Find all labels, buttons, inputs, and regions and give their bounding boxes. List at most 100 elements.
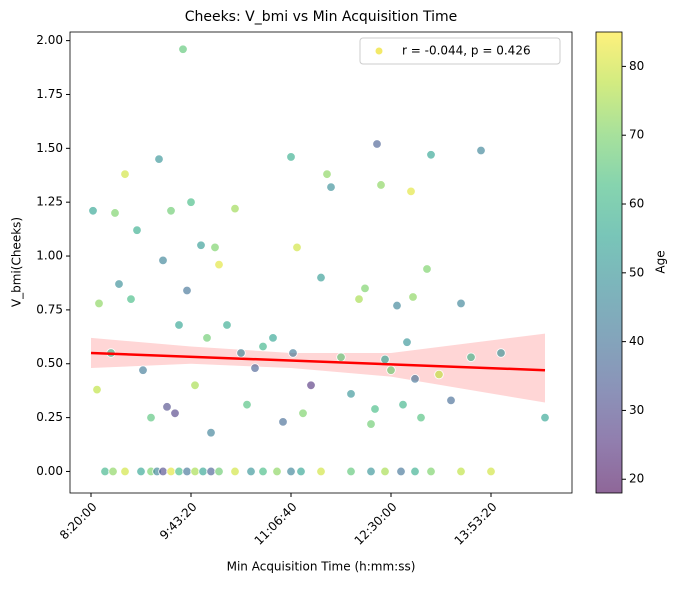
point bbox=[190, 380, 200, 390]
point bbox=[206, 466, 216, 477]
point bbox=[108, 466, 118, 477]
y-tick-label: 1.50 bbox=[36, 141, 63, 155]
colorbar-tick-label: 30 bbox=[629, 403, 644, 417]
y-tick-label: 0.75 bbox=[36, 302, 63, 316]
point bbox=[214, 466, 224, 477]
point bbox=[306, 380, 316, 390]
point bbox=[94, 298, 104, 309]
point bbox=[92, 384, 102, 395]
point bbox=[402, 337, 412, 347]
point bbox=[360, 283, 370, 294]
point bbox=[398, 399, 408, 410]
legend: r = -0.044, p = 0.426 bbox=[359, 37, 561, 65]
point bbox=[386, 365, 396, 375]
plot-frame bbox=[69, 31, 573, 494]
point bbox=[376, 180, 386, 190]
point bbox=[214, 259, 224, 270]
colorbar-tick-label: 50 bbox=[629, 265, 644, 279]
point bbox=[296, 466, 306, 477]
point bbox=[230, 466, 240, 477]
point bbox=[466, 352, 476, 362]
point bbox=[268, 333, 278, 343]
point bbox=[486, 466, 496, 477]
y-tick-label: 0.00 bbox=[36, 464, 63, 478]
point bbox=[246, 466, 256, 477]
legend-label: r = -0.044, p = 0.426 bbox=[402, 44, 531, 58]
point bbox=[426, 466, 436, 477]
x-tick-label: 8:20:00 bbox=[57, 500, 100, 543]
point bbox=[132, 225, 142, 235]
x-tick-label: 13:53:20 bbox=[452, 500, 500, 548]
point bbox=[166, 466, 176, 477]
colorbar-tick-label: 20 bbox=[629, 472, 644, 486]
point bbox=[354, 294, 364, 304]
point bbox=[380, 466, 390, 477]
y-tick-label: 0.25 bbox=[36, 410, 63, 424]
chart-title: Cheeks: V_bmi vs Min Acquisition Time bbox=[185, 9, 458, 25]
point bbox=[346, 389, 356, 399]
y-tick-label: 1.25 bbox=[36, 195, 63, 209]
x-tick-label: 9:43:20 bbox=[157, 500, 200, 543]
colorbar-tick-label: 70 bbox=[629, 128, 644, 142]
point bbox=[198, 466, 208, 477]
point bbox=[410, 374, 420, 384]
point bbox=[110, 208, 120, 218]
point bbox=[210, 242, 220, 253]
point bbox=[298, 408, 308, 418]
point bbox=[372, 139, 382, 149]
point bbox=[222, 320, 232, 330]
point bbox=[286, 466, 296, 477]
point bbox=[456, 466, 466, 477]
point bbox=[326, 182, 336, 192]
point bbox=[166, 206, 176, 216]
point bbox=[288, 348, 298, 358]
y-tick-label: 1.75 bbox=[36, 87, 63, 101]
colorbar-tick-label: 80 bbox=[629, 59, 644, 73]
point bbox=[100, 466, 110, 477]
point bbox=[126, 294, 136, 304]
legend-marker bbox=[375, 47, 383, 55]
point bbox=[206, 427, 216, 438]
point bbox=[496, 348, 506, 358]
point bbox=[236, 348, 246, 358]
point bbox=[392, 300, 402, 311]
colorbar-tick-label: 60 bbox=[629, 197, 644, 211]
point bbox=[182, 466, 192, 477]
point bbox=[346, 466, 356, 477]
point bbox=[154, 154, 164, 164]
point bbox=[380, 354, 390, 365]
y-tick-label: 1.00 bbox=[36, 249, 63, 263]
point bbox=[120, 466, 130, 477]
point bbox=[322, 169, 332, 179]
point bbox=[408, 292, 418, 302]
point bbox=[336, 352, 346, 362]
regression-line bbox=[90, 351, 546, 372]
point bbox=[292, 242, 302, 253]
colorbar-label: Age bbox=[654, 250, 668, 273]
point bbox=[426, 150, 436, 160]
point bbox=[174, 466, 184, 477]
point bbox=[272, 466, 282, 477]
point bbox=[422, 264, 432, 274]
point bbox=[316, 272, 326, 283]
x-axis-label: Min Acquisition Time (h:mm:ss) bbox=[227, 560, 416, 574]
y-axis-label: V_bmi(Cheeks) bbox=[10, 217, 24, 307]
point bbox=[202, 333, 212, 343]
point bbox=[88, 206, 98, 216]
point bbox=[250, 363, 260, 373]
point bbox=[162, 402, 172, 412]
point bbox=[242, 399, 252, 410]
legend-box bbox=[359, 37, 561, 65]
point bbox=[136, 466, 146, 477]
point bbox=[196, 240, 206, 250]
point bbox=[170, 408, 180, 418]
point bbox=[258, 341, 268, 352]
point bbox=[186, 197, 196, 207]
point bbox=[366, 466, 376, 477]
colorbar bbox=[595, 31, 623, 494]
point bbox=[258, 466, 268, 477]
point bbox=[114, 279, 124, 289]
point bbox=[456, 298, 466, 309]
point bbox=[138, 365, 148, 375]
